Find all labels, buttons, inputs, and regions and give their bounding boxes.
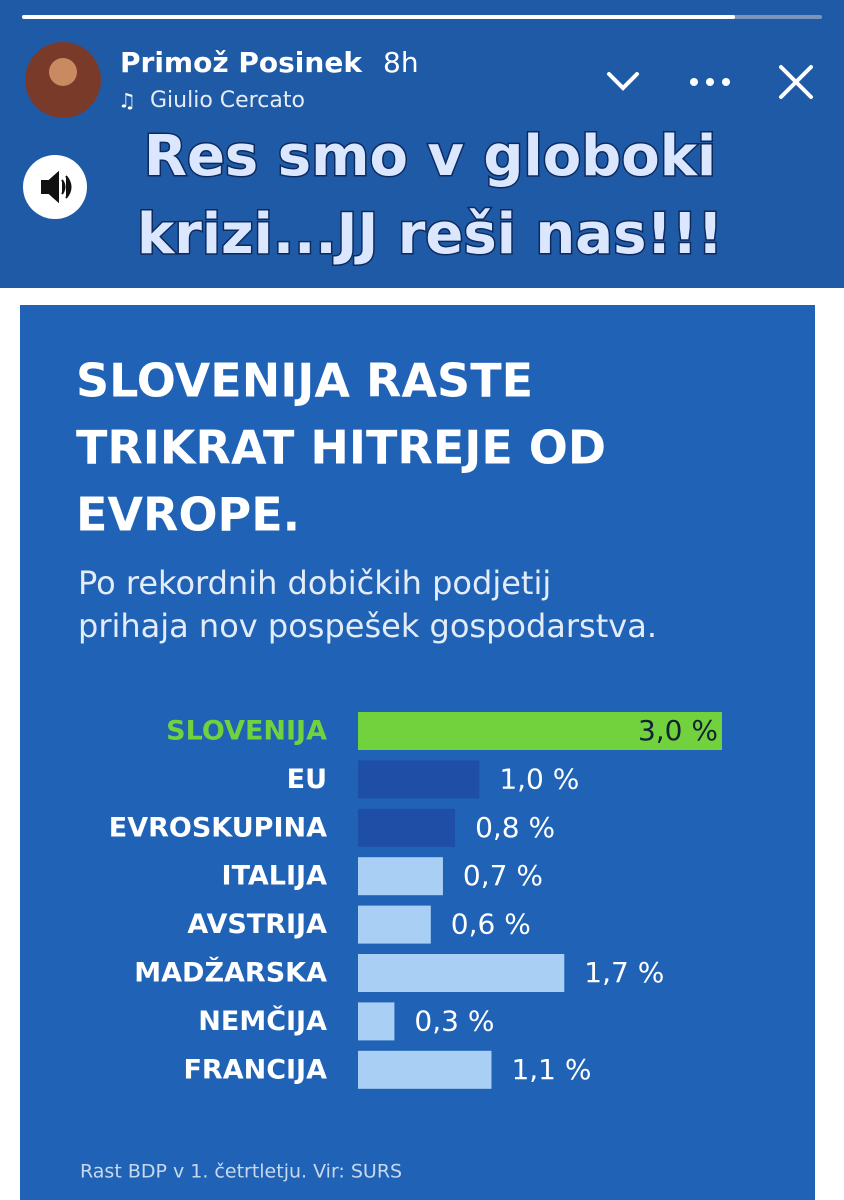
more-button[interactable] bbox=[690, 78, 730, 86]
bar bbox=[358, 808, 456, 847]
value-label: 1,7 % bbox=[584, 956, 664, 989]
value-label: 0,8 % bbox=[475, 811, 555, 844]
chart-title: SLOVENIJA RASTE bbox=[76, 354, 533, 408]
chart-subtitle: prihaja nov pospešek gospodarstva. bbox=[78, 607, 657, 645]
caption-line: Res smo v globoki bbox=[144, 124, 716, 189]
chart-title: EVROPE. bbox=[76, 488, 300, 542]
bar bbox=[358, 905, 431, 944]
category-label: NEMČIJA bbox=[198, 1005, 327, 1037]
category-label: AVSTRIJA bbox=[187, 909, 327, 940]
category-label: SLOVENIJA bbox=[166, 716, 327, 747]
close-button[interactable] bbox=[779, 65, 813, 99]
progress-fill bbox=[22, 15, 735, 19]
category-label: ITALIJA bbox=[222, 861, 328, 892]
bar bbox=[358, 760, 480, 799]
post-time: 8h bbox=[383, 46, 419, 79]
value-label: 0,3 % bbox=[414, 1004, 494, 1037]
value-label: 0,7 % bbox=[463, 859, 543, 892]
music-icon: ♫ bbox=[118, 89, 136, 113]
chart-subtitle: Po rekordnih dobičkih podjetij bbox=[78, 564, 551, 602]
chart-source: Rast BDP v 1. četrtletju. Vir: SURS bbox=[80, 1161, 402, 1183]
caption: Res smo v globoki krizi...JJ reši nas!!! bbox=[135, 123, 724, 269]
user-name[interactable]: Primož Posinek bbox=[120, 46, 363, 79]
story-header-bg bbox=[0, 0, 844, 288]
avatar-face bbox=[49, 58, 77, 86]
value-label: 3,0 % bbox=[638, 714, 718, 747]
bar bbox=[358, 1050, 492, 1089]
chevron-button[interactable] bbox=[607, 72, 639, 91]
bar bbox=[358, 857, 443, 896]
music-title[interactable]: Giulio Cercato bbox=[150, 88, 305, 113]
value-label: 0,6 % bbox=[451, 908, 531, 941]
chart: SLOVENIJA RASTE TRIKRAT HITREJE OD EVROPE.… bbox=[76, 354, 722, 1183]
category-label: EU bbox=[287, 764, 327, 795]
bar bbox=[358, 954, 565, 992]
value-label: 1,1 % bbox=[511, 1053, 591, 1086]
category-label: MADŽARSKA bbox=[134, 957, 327, 989]
chart-title: TRIKRAT HITREJE OD bbox=[76, 421, 606, 475]
bar bbox=[358, 1002, 395, 1041]
sound-icon bbox=[41, 170, 72, 204]
bar bbox=[358, 712, 722, 750]
category-label: EVROSKUPINA bbox=[109, 812, 327, 843]
caption-line: krizi...JJ reši nas!!! bbox=[137, 202, 723, 267]
category-label: FRANCIJA bbox=[183, 1054, 327, 1085]
value-label: 1,0 % bbox=[499, 762, 579, 795]
